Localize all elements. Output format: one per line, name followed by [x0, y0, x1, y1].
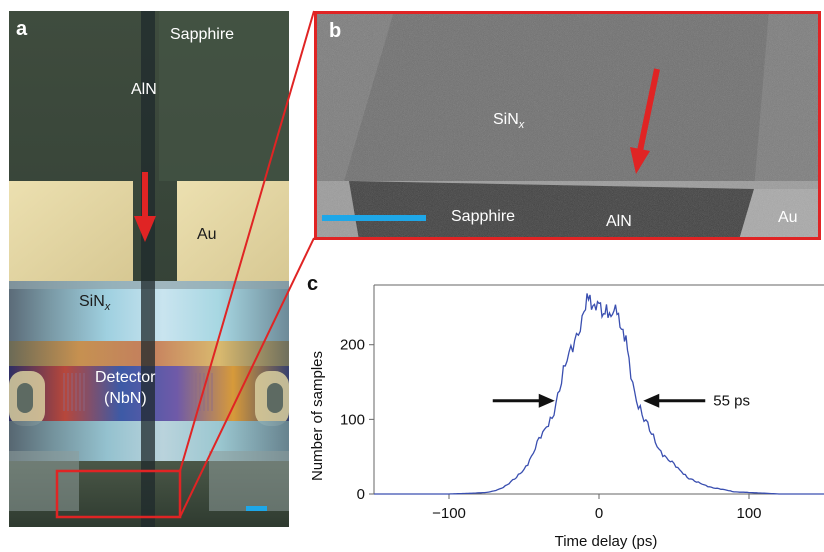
fwhm-arrowhead-right	[643, 393, 660, 408]
fwhm-label: 55 ps	[713, 393, 750, 410]
panel-b-letter: b	[329, 20, 342, 42]
label-sapphire-b: Sapphire	[451, 208, 516, 225]
x-axis-label: Time delay (ps)	[555, 533, 658, 550]
label-sapphire-a: Sapphire	[170, 26, 235, 43]
label-sinx-a-sub: x	[104, 301, 111, 313]
x-tick-label: −100	[432, 505, 466, 522]
label-detector: Detector	[95, 369, 156, 386]
label-sinx-b-sub: x	[518, 119, 525, 131]
panel-a-letter: a	[16, 18, 28, 40]
connector-line-top	[179, 10, 315, 472]
panel-a-overlays	[55, 10, 315, 519]
chart-ticks: 0 100 200 −100 0 100	[340, 337, 762, 522]
series-line	[374, 293, 824, 495]
scale-bar-b	[322, 215, 426, 221]
red-arrow-a	[134, 172, 156, 242]
y-tick-label: 0	[357, 486, 365, 503]
label-au-b: Au	[778, 209, 798, 226]
y-tick-label: 200	[340, 337, 365, 354]
label-aln-a: AlN	[131, 81, 157, 98]
label-sinx-a: SiNx	[79, 293, 110, 313]
chart-axes	[373, 284, 824, 495]
highlight-box	[55, 469, 182, 519]
label-au-a: Au	[197, 226, 217, 243]
label-nbn: (NbN)	[104, 390, 147, 407]
fwhm-annotation: 55 ps	[492, 393, 750, 410]
label-sinx-b-base: SiN	[493, 111, 519, 128]
scale-bar-a	[246, 506, 267, 511]
panel-c-chart: Number of samples Time delay (ps) 0 100 20…	[309, 284, 824, 550]
label-sinx-b: SiNx	[493, 111, 524, 131]
connector-line-bottom	[179, 237, 315, 518]
fwhm-arrowhead-left	[538, 393, 555, 408]
y-tick-label: 100	[340, 411, 365, 428]
label-aln-b: AlN	[606, 213, 632, 230]
panel-b-sem	[314, 11, 821, 240]
y-axis-label: Number of samples	[309, 351, 326, 481]
red-arrow-b	[630, 68, 660, 174]
x-tick-label: 0	[595, 505, 603, 522]
label-sinx-a-base: SiN	[79, 293, 105, 310]
x-tick-label: 100	[736, 505, 761, 522]
panel-c-letter: c	[307, 273, 319, 295]
